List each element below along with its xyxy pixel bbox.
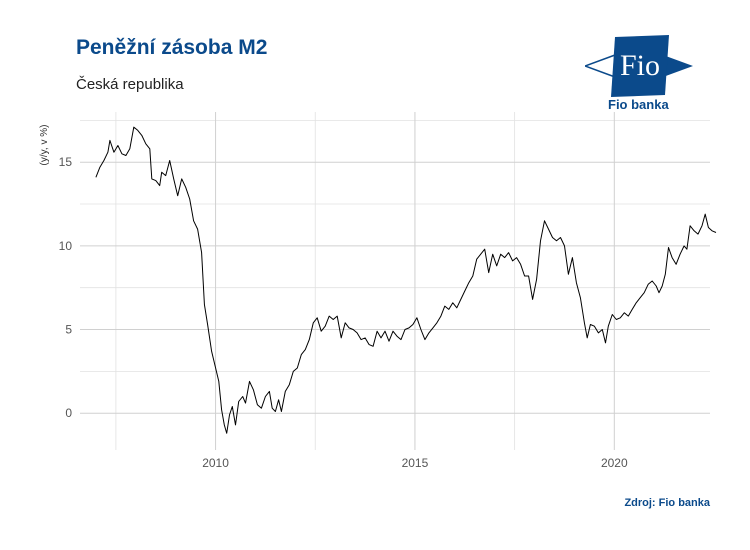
- grid-major: [80, 112, 710, 450]
- logo-right-arrow: [663, 55, 693, 77]
- y-axis-label: (y/y, v %): [39, 125, 50, 166]
- x-axis-ticks: 2010 2015 2020: [202, 456, 628, 470]
- series-group: [95, 126, 717, 434]
- chart-subtitle: Česká republika: [76, 76, 184, 93]
- logo-name: Fio banka: [608, 97, 669, 112]
- chart-title: Peněžní zásoba M2: [76, 36, 268, 59]
- y-tick-label: 15: [59, 155, 73, 169]
- logo-mark-text: Fio: [620, 49, 660, 82]
- x-tick-label: 2020: [601, 456, 628, 470]
- logo-box: [611, 35, 669, 97]
- fio-logo-icon: Fio: [582, 35, 693, 97]
- x-tick-label: 2010: [202, 456, 229, 470]
- source-note: Zdroj: Fio banka: [624, 497, 710, 509]
- y-tick-label: 10: [59, 239, 73, 253]
- y-tick-label: 5: [65, 323, 72, 337]
- x-tick-label: 2015: [402, 456, 429, 470]
- fio-logo: Fio: [582, 35, 695, 115]
- y-axis-ticks: 0 5 10 15: [59, 155, 73, 420]
- grid-minor: [80, 112, 710, 450]
- y-tick-label: 0: [65, 406, 72, 420]
- series-line: [95, 126, 717, 434]
